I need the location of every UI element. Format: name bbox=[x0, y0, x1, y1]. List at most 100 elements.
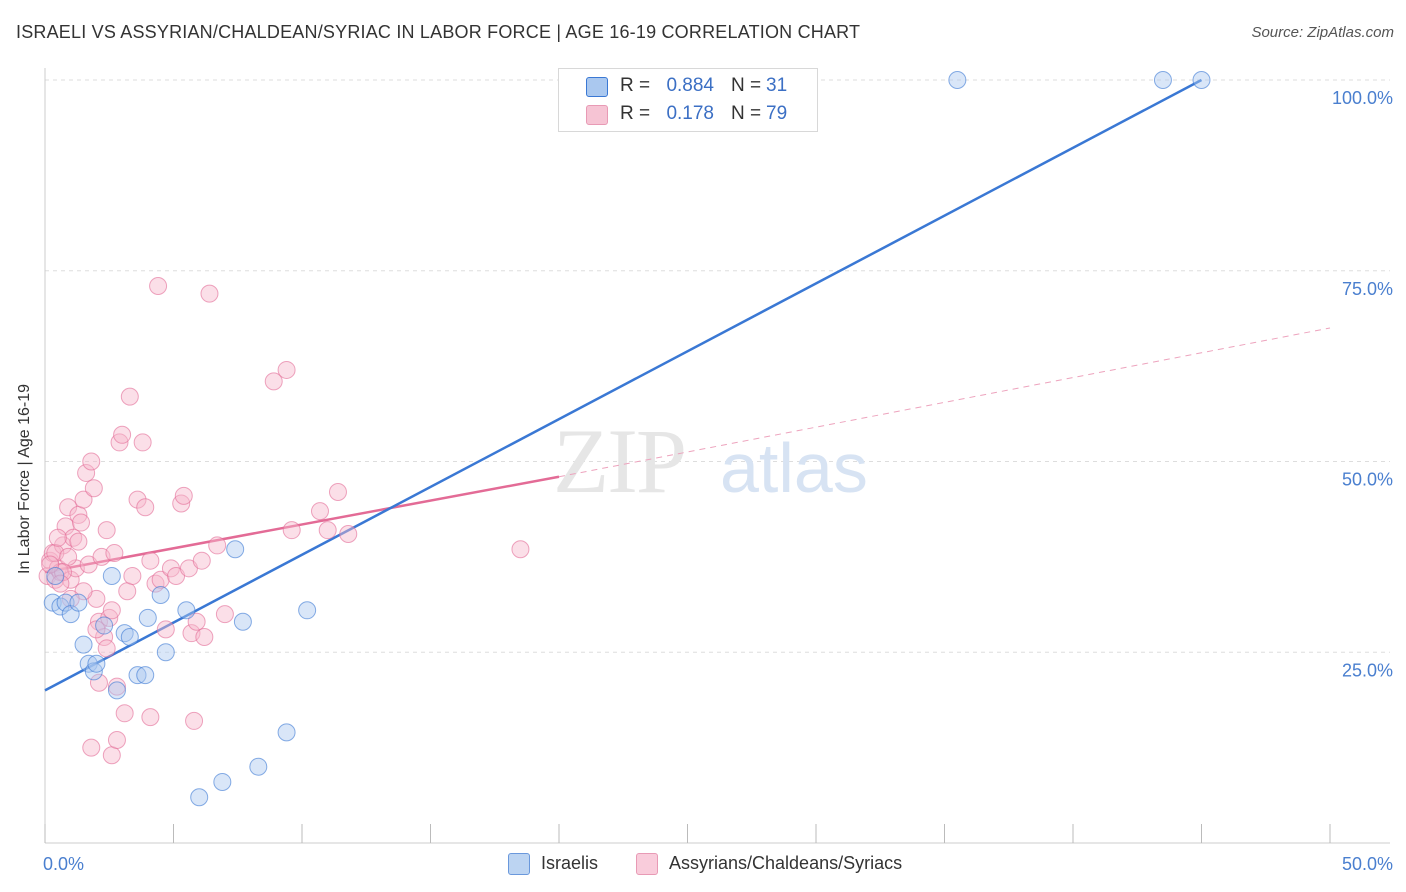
israeli-point bbox=[138, 608, 157, 627]
assyrian-point bbox=[128, 490, 147, 509]
assyrian-point bbox=[120, 387, 139, 406]
y-tick-label: 100.0% bbox=[1332, 88, 1393, 108]
data-points bbox=[38, 71, 1211, 807]
assyrian-point bbox=[107, 730, 126, 749]
assyrian-point bbox=[149, 277, 168, 296]
y-tick-label: 50.0% bbox=[1342, 470, 1393, 490]
assyrian-point bbox=[136, 498, 155, 517]
israeli-point bbox=[74, 635, 93, 654]
assyrian-point bbox=[48, 528, 67, 547]
y-axis-label: In Labor Force | Age 16-19 bbox=[16, 383, 33, 574]
n-label: N = bbox=[731, 75, 762, 96]
israeli-point bbox=[1192, 71, 1211, 89]
assyrian-point bbox=[282, 521, 301, 540]
israeli-point bbox=[128, 666, 147, 685]
israeli-point bbox=[95, 616, 114, 635]
r-value: 0.178 bbox=[666, 103, 714, 124]
assyrian-point bbox=[102, 746, 121, 765]
assyrian-point bbox=[339, 524, 358, 543]
assyrian-point bbox=[82, 738, 101, 757]
assyrian-point bbox=[102, 601, 121, 620]
assyrian-point bbox=[82, 452, 101, 471]
assyrian-point bbox=[328, 483, 347, 502]
assyrian-point bbox=[97, 521, 116, 540]
israeli-point bbox=[226, 540, 245, 559]
assyrian-point bbox=[59, 498, 78, 517]
blue-trend-line bbox=[44, 78, 1203, 692]
assyrian-point bbox=[115, 704, 134, 723]
x-tick-label: 0.0% bbox=[43, 854, 84, 874]
assyrian-point bbox=[141, 708, 160, 727]
grid-lines bbox=[45, 79, 1390, 653]
assyrian-point bbox=[97, 639, 116, 658]
legend-label: Assyrians/Chaldeans/Syriacs bbox=[669, 853, 903, 873]
assyrian-point bbox=[277, 360, 296, 379]
assyrian-point bbox=[185, 711, 204, 730]
r-value: 0.884 bbox=[666, 75, 714, 96]
assyrian-point bbox=[69, 532, 88, 551]
watermark-zip: ZIP bbox=[553, 410, 685, 512]
israeli-point bbox=[298, 601, 317, 620]
y-tick-label: 75.0% bbox=[1342, 279, 1393, 299]
stats-row-assyrians: R = 0.178 N = 79 bbox=[559, 99, 817, 129]
assyrian-point bbox=[113, 425, 132, 444]
israeli-point bbox=[277, 723, 296, 742]
assyrian-point bbox=[133, 433, 152, 452]
assyrian-point bbox=[74, 490, 93, 509]
legend-label: Israelis bbox=[541, 853, 599, 873]
israeli-point bbox=[249, 757, 268, 776]
n-label: N = bbox=[731, 103, 762, 124]
israeli-point bbox=[177, 601, 196, 620]
israeli-point bbox=[233, 612, 252, 631]
pink-swatch-icon bbox=[586, 105, 608, 125]
assyrian-point bbox=[118, 582, 137, 601]
r-label: R = bbox=[620, 103, 651, 124]
stats-legend: R = 0.884 N = 31 R = 0.178 N = 79 bbox=[558, 68, 818, 132]
axes bbox=[44, 68, 1390, 844]
israeli-point bbox=[87, 654, 106, 673]
israeli-point bbox=[69, 593, 88, 612]
assyrian-point bbox=[61, 570, 80, 589]
assyrian-point bbox=[215, 605, 234, 624]
n-value: 79 bbox=[766, 103, 788, 124]
assyrian-point bbox=[195, 627, 214, 646]
assyrian-point bbox=[174, 486, 193, 505]
blue-swatch-icon bbox=[508, 853, 530, 875]
source-label: Source: ZipAtlas.com bbox=[1251, 24, 1394, 41]
israeli-point bbox=[46, 566, 65, 585]
israeli-point bbox=[120, 627, 139, 646]
israeli-point bbox=[151, 586, 170, 605]
stats-row-israelis: R = 0.884 N = 31 bbox=[559, 71, 817, 101]
assyrian-point bbox=[141, 551, 160, 570]
assyrian-point bbox=[151, 570, 170, 589]
pink-trend-extension bbox=[558, 327, 1331, 478]
y-tick-label: 25.0% bbox=[1342, 660, 1393, 680]
assyrian-point bbox=[71, 513, 90, 532]
assyrian-point bbox=[105, 544, 124, 563]
assyrian-point bbox=[156, 620, 175, 639]
pink-swatch-icon bbox=[636, 853, 658, 875]
trend-lines bbox=[44, 78, 1331, 692]
x-tick-label: 50.0% bbox=[1342, 854, 1393, 874]
assyrian-point bbox=[511, 540, 530, 559]
assyrian-point bbox=[123, 566, 142, 585]
israeli-point bbox=[948, 71, 967, 89]
assyrian-point bbox=[41, 555, 60, 574]
watermark-atlas: atlas bbox=[720, 429, 868, 507]
israeli-point bbox=[156, 643, 175, 662]
assyrian-point bbox=[310, 502, 329, 521]
assyrian-point bbox=[89, 673, 108, 692]
israeli-point bbox=[213, 772, 232, 791]
israeli-point bbox=[56, 593, 75, 612]
chart-title: ISRAELI VS ASSYRIAN/CHALDEAN/SYRIAC IN L… bbox=[16, 22, 861, 42]
israeli-point bbox=[190, 788, 209, 807]
israeli-point bbox=[1153, 71, 1172, 89]
n-value: 31 bbox=[766, 75, 788, 96]
assyrian-point bbox=[200, 284, 219, 303]
assyrian-point bbox=[77, 463, 96, 482]
assyrian-point bbox=[84, 479, 103, 498]
israeli-point bbox=[136, 666, 155, 685]
assyrian-point bbox=[107, 677, 126, 696]
israeli-point bbox=[107, 681, 126, 700]
